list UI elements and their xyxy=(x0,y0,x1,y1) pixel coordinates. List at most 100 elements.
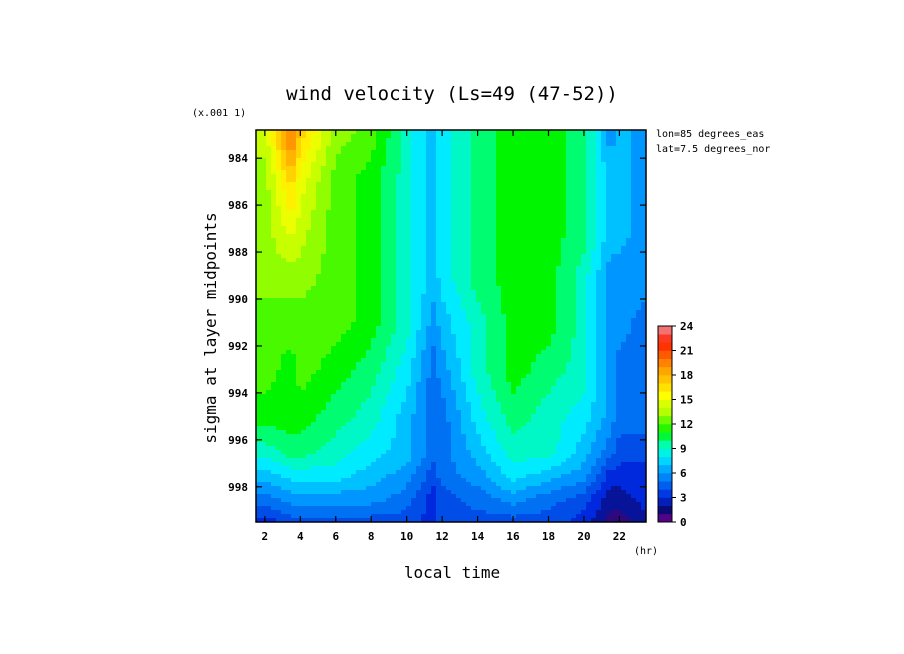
heatmap-cell xyxy=(401,222,407,227)
heatmap-cell xyxy=(391,310,397,315)
heatmap-cell xyxy=(556,350,562,355)
heatmap-cell xyxy=(431,130,437,135)
heatmap-cell xyxy=(436,154,442,159)
heatmap-cell xyxy=(426,238,432,243)
heatmap-cell xyxy=(301,230,307,235)
heatmap-cell xyxy=(331,370,337,375)
heatmap-cell xyxy=(376,262,382,267)
heatmap-cell xyxy=(616,326,622,331)
heatmap-cell xyxy=(356,350,362,355)
heatmap-cell xyxy=(311,298,317,303)
heatmap-cell xyxy=(371,342,377,347)
heatmap-cell xyxy=(426,378,432,383)
heatmap-cell xyxy=(326,374,332,379)
heatmap-cell xyxy=(356,262,362,267)
heatmap-cell xyxy=(461,378,467,383)
heatmap-cell xyxy=(626,202,632,207)
heatmap-cell xyxy=(561,350,567,355)
heatmap-cell xyxy=(411,258,417,263)
heatmap-cell xyxy=(576,194,582,199)
heatmap-cell xyxy=(296,218,302,223)
heatmap-cell xyxy=(326,262,332,267)
heatmap-cell xyxy=(256,326,262,331)
heatmap-cell xyxy=(266,286,272,291)
heatmap-cell xyxy=(596,338,602,343)
heatmap-cell xyxy=(421,154,427,159)
heatmap-cell xyxy=(626,194,632,199)
heatmap-cell xyxy=(616,198,622,203)
heatmap-cell xyxy=(631,310,637,315)
heatmap-cell xyxy=(276,366,282,371)
heatmap-cell xyxy=(376,298,382,303)
heatmap-cell xyxy=(406,346,412,351)
heatmap-cell xyxy=(366,194,372,199)
heatmap-cell xyxy=(516,262,522,267)
heatmap-cell xyxy=(631,166,637,171)
heatmap-cell xyxy=(441,242,447,247)
heatmap-cell xyxy=(456,166,462,171)
heatmap-cell xyxy=(546,190,552,195)
heatmap-cell xyxy=(376,254,382,259)
heatmap-cell xyxy=(621,242,627,247)
heatmap-cell xyxy=(641,342,646,347)
heatmap-cell xyxy=(446,210,452,215)
heatmap-cell xyxy=(296,322,302,327)
heatmap-cell xyxy=(351,202,357,207)
heatmap-cell xyxy=(466,278,472,283)
heatmap-cell xyxy=(366,234,372,239)
heatmap-cell xyxy=(546,302,552,307)
heatmap-cell xyxy=(351,318,357,323)
heatmap-cell xyxy=(556,150,562,155)
heatmap-cell xyxy=(481,378,487,383)
heatmap-cell xyxy=(466,226,472,231)
heatmap-cell xyxy=(491,162,497,167)
heatmap-cell xyxy=(361,186,367,191)
heatmap-cell xyxy=(506,354,512,359)
heatmap-cell xyxy=(306,210,312,215)
heatmap-cell xyxy=(586,354,592,359)
heatmap-cell xyxy=(591,178,597,183)
heatmap-cell xyxy=(616,138,622,143)
heatmap-cell xyxy=(466,238,472,243)
heatmap-cell xyxy=(486,314,492,319)
heatmap-cell xyxy=(551,290,557,295)
heatmap-cell xyxy=(426,286,432,291)
heatmap-cell xyxy=(571,334,577,339)
heatmap-cell xyxy=(491,322,497,327)
heatmap-cell xyxy=(501,182,507,187)
heatmap-cell xyxy=(281,242,287,247)
heatmap-cell xyxy=(541,342,547,347)
heatmap-cell xyxy=(591,230,597,235)
heatmap-cell xyxy=(576,198,582,203)
heatmap-cell xyxy=(296,246,302,251)
heatmap-cell xyxy=(386,166,392,171)
heatmap-cell xyxy=(361,266,367,271)
heatmap-cell xyxy=(306,282,312,287)
heatmap-cell xyxy=(436,370,442,375)
heatmap-cell xyxy=(471,342,477,347)
heatmap-cell xyxy=(326,334,332,339)
heatmap-cell xyxy=(461,166,467,171)
heatmap-cell xyxy=(516,254,522,259)
heatmap-cell xyxy=(311,286,317,291)
heatmap-cell xyxy=(581,146,587,151)
heatmap-cell xyxy=(381,254,387,259)
heatmap-cell xyxy=(516,146,522,151)
heatmap-cell xyxy=(296,334,302,339)
heatmap-cell xyxy=(596,318,602,323)
heatmap-cell xyxy=(416,334,422,339)
heatmap-cell xyxy=(271,322,277,327)
heatmap-cell xyxy=(526,318,532,323)
heatmap-cell xyxy=(501,190,507,195)
heatmap-cell xyxy=(631,182,637,187)
heatmap-cell xyxy=(626,210,632,215)
heatmap-cell xyxy=(316,338,322,343)
heatmap-cell xyxy=(561,250,567,255)
heatmap-cell xyxy=(266,158,272,163)
heatmap-cell xyxy=(586,226,592,231)
heatmap-cell xyxy=(456,190,462,195)
heatmap-cell xyxy=(256,254,262,259)
heatmap-cell xyxy=(466,378,472,383)
heatmap-cell xyxy=(271,198,277,203)
heatmap-cell xyxy=(631,234,637,239)
